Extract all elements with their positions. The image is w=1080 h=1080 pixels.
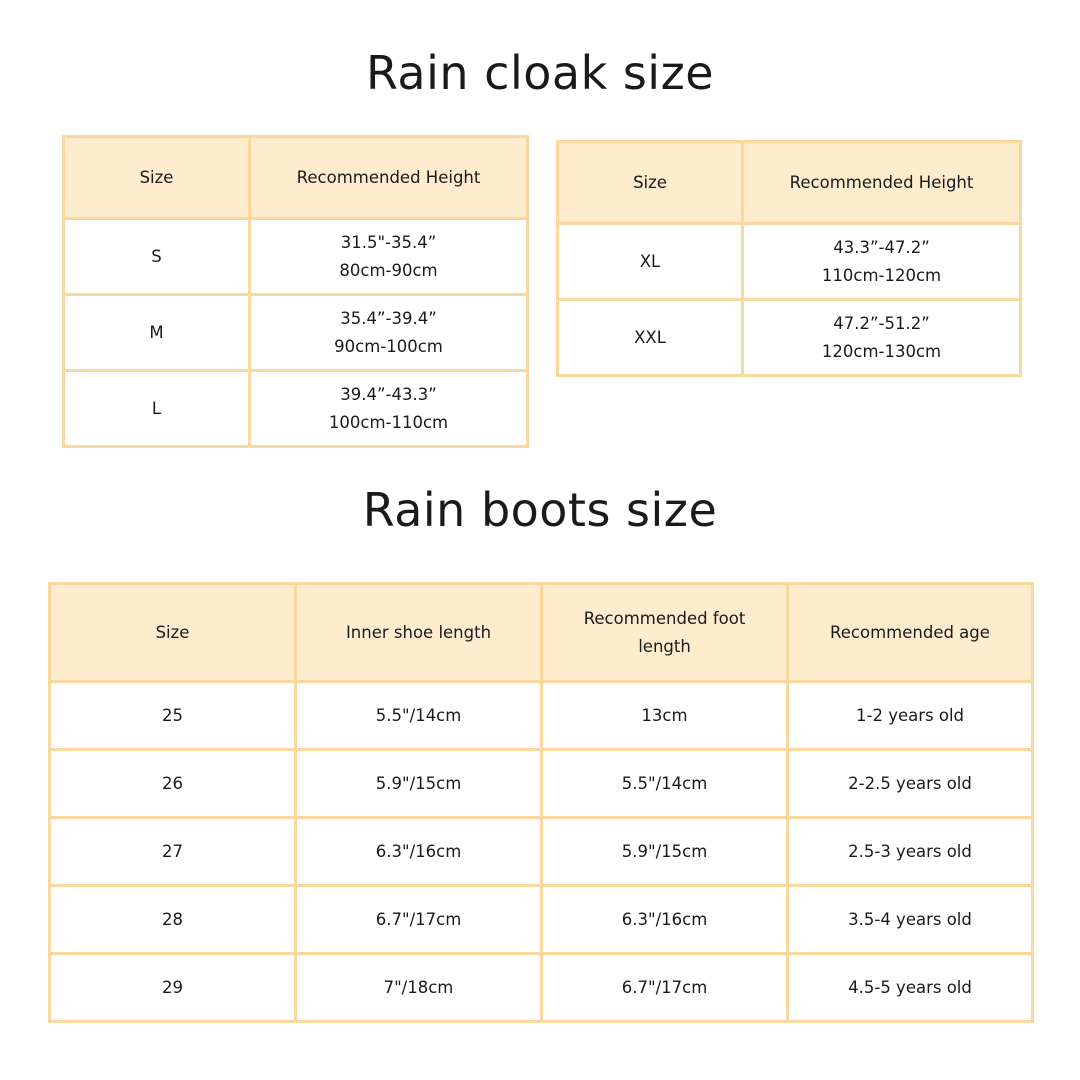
table-header-row: Size Recommended Height [62,135,529,220]
age-cell: 4.5-5 years old [786,952,1034,1023]
table-row: 25 5.5"/14cm 13cm 1-2 years old [48,680,1034,751]
height-cell: 39.4”-43.3” 100cm-110cm [248,369,529,448]
header-size: Size [48,582,297,683]
inner-length-cell: 5.9"/15cm [294,748,543,819]
table-row: M 35.4”-39.4” 90cm-100cm [62,293,529,372]
inner-length-cell: 5.5"/14cm [294,680,543,751]
height-cell: 47.2”-51.2” 120cm-130cm [741,298,1022,377]
height-cm: 110cm-120cm [821,265,942,285]
age-cell: 2-2.5 years old [786,748,1034,819]
height-cm: 120cm-130cm [821,341,942,361]
height-cm: 100cm-110cm [328,412,449,432]
table-row: XXL 47.2”-51.2” 120cm-130cm [556,298,1022,377]
boots-title: Rain boots size [362,483,718,537]
table-header-row: Size Recommended Height [556,140,1022,225]
height-cell: 43.3”-47.2” 110cm-120cm [741,222,1022,301]
foot-length-cell: 5.9"/15cm [540,816,789,887]
height-cm: 90cm-100cm [334,336,443,356]
age-cell: 3.5-4 years old [786,884,1034,955]
height-inch: 47.2”-51.2” [833,313,930,333]
inner-length-cell: 6.7"/17cm [294,884,543,955]
size-cell: XXL [556,298,744,377]
cloak-title: Rain cloak size [365,46,715,100]
height-cm: 80cm-90cm [339,260,438,280]
table-header-row: Size Inner shoe length Recommended foot … [48,582,1034,683]
size-cell: M [62,293,251,372]
height-inch: 43.3”-47.2” [833,237,930,257]
size-cell: 28 [48,884,297,955]
table-row: S 31.5"-35.4” 80cm-90cm [62,217,529,296]
foot-length-cell: 13cm [540,680,789,751]
size-cell: XL [556,222,744,301]
height-inch: 31.5"-35.4” [340,232,437,252]
foot-length-cell: 6.3"/16cm [540,884,789,955]
size-cell: 27 [48,816,297,887]
height-inch: 39.4”-43.3” [340,384,437,404]
foot-length-cell: 6.7"/17cm [540,952,789,1023]
table-row: 27 6.3"/16cm 5.9"/15cm 2.5-3 years old [48,816,1034,887]
table-row: L 39.4”-43.3” 100cm-110cm [62,369,529,448]
header-size: Size [62,135,251,220]
height-cell: 35.4”-39.4” 90cm-100cm [248,293,529,372]
size-cell: 25 [48,680,297,751]
height-cell: 31.5"-35.4” 80cm-90cm [248,217,529,296]
foot-length-cell: 5.5"/14cm [540,748,789,819]
boots-table: Size Inner shoe length Recommended foot … [48,582,1034,1023]
header-foot-length: Recommended foot length [540,582,789,683]
table-row: 29 7"/18cm 6.7"/17cm 4.5-5 years old [48,952,1034,1023]
size-cell: L [62,369,251,448]
cloak-table-right: Size Recommended Height XL 43.3”-47.2” 11… [556,140,1022,377]
header-height: Recommended Height [741,140,1022,225]
table-row: 26 5.9"/15cm 5.5"/14cm 2-2.5 years old [48,748,1034,819]
header-size: Size [556,140,744,225]
size-cell: 26 [48,748,297,819]
age-cell: 2.5-3 years old [786,816,1034,887]
table-row: 28 6.7"/17cm 6.3"/16cm 3.5-4 years old [48,884,1034,955]
size-cell: S [62,217,251,296]
height-inch: 35.4”-39.4” [340,308,437,328]
cloak-table-left: Size Recommended Height S 31.5"-35.4” 80c… [62,135,529,448]
size-cell: 29 [48,952,297,1023]
age-cell: 1-2 years old [786,680,1034,751]
header-height: Recommended Height [248,135,529,220]
inner-length-cell: 6.3"/16cm [294,816,543,887]
header-inner-length: Inner shoe length [294,582,543,683]
table-row: XL 43.3”-47.2” 110cm-120cm [556,222,1022,301]
inner-length-cell: 7"/18cm [294,952,543,1023]
header-age: Recommended age [786,582,1034,683]
